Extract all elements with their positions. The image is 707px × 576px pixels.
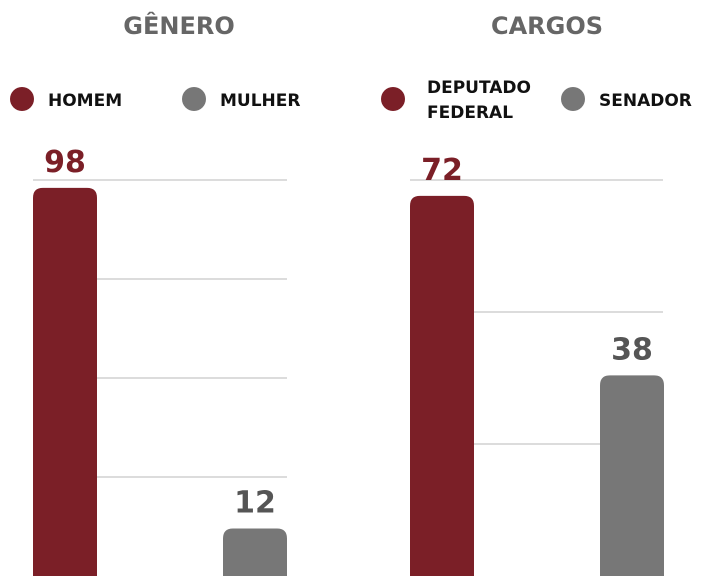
bar bbox=[33, 187, 97, 576]
legend-swatch bbox=[182, 87, 206, 111]
legend-swatch bbox=[10, 87, 34, 111]
legend-label: SENADOR bbox=[599, 91, 692, 111]
legend-label: MULHER bbox=[220, 91, 300, 111]
chart-title: CARGOS bbox=[491, 12, 603, 40]
legend-swatch bbox=[381, 87, 405, 111]
value-label: 72 bbox=[421, 153, 463, 188]
bar bbox=[223, 528, 287, 576]
value-label: 38 bbox=[611, 332, 653, 367]
value-label: 98 bbox=[44, 145, 86, 180]
bar bbox=[410, 195, 474, 576]
legend-swatch bbox=[561, 87, 585, 111]
value-label: 12 bbox=[234, 485, 276, 520]
legend-label: HOMEM bbox=[48, 91, 122, 111]
legend-label: DEPUTADO FEDERAL bbox=[427, 78, 531, 123]
chart-title: GÊNERO bbox=[123, 11, 234, 40]
bar bbox=[600, 375, 664, 576]
